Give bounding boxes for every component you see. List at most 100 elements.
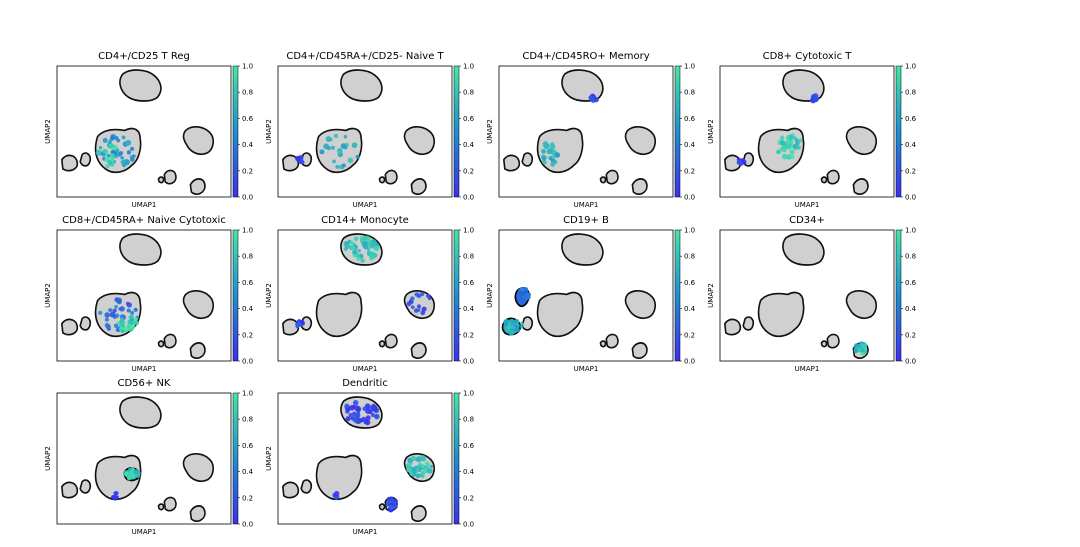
expression-point xyxy=(519,321,524,326)
expression-point xyxy=(364,403,371,410)
colorbar-tick-label: 0.8 xyxy=(684,253,695,261)
cluster-dc xyxy=(845,290,877,320)
colorbar-tick-label: 1.0 xyxy=(684,63,695,71)
expression-point xyxy=(373,245,380,252)
panel-title: CD8+ Cytotoxic T xyxy=(763,51,853,62)
expression-point xyxy=(780,140,786,146)
expression-point xyxy=(121,329,125,333)
expression-point xyxy=(360,258,365,263)
expression-point xyxy=(415,473,421,479)
panel-title: CD4+/CD25 T Reg xyxy=(98,51,190,62)
expression-point xyxy=(793,136,797,141)
umap-panel: Dendritic UMAP1 UMAP2 0.0 0.2 0.4 0.6 0.8 1.0 xyxy=(265,378,475,536)
panel-title: CD4+/CD45RA+/CD25- Naive T xyxy=(286,51,444,62)
umap-panel: CD19+ B UMAP1 UMAP2 0.0 0.2 0.4 0.6 0.8 1.0 xyxy=(486,215,696,373)
colorbar-tick-label: 0.2 xyxy=(684,167,695,175)
expression-point xyxy=(795,140,800,146)
expression-point xyxy=(334,496,338,500)
expression-point xyxy=(102,137,108,144)
expression-point xyxy=(552,159,558,165)
expression-point xyxy=(798,138,803,143)
cluster-small xyxy=(820,340,828,348)
panel-title: CD4+/CD45RO+ Memory xyxy=(522,51,649,62)
highlight-dc xyxy=(405,455,433,479)
panel-title: CD56+ NK xyxy=(117,378,170,389)
expression-point xyxy=(102,149,107,154)
umap-panel: CD4+/CD45RA+/CD25- Naive T UMAP1 UMAP2 0.0 0… xyxy=(265,51,475,209)
cluster-dc xyxy=(182,453,214,483)
expression-point xyxy=(343,145,348,150)
expression-point xyxy=(95,149,102,156)
cluster-pdc xyxy=(826,169,840,185)
cluster-bigT xyxy=(536,291,584,338)
expression-point xyxy=(410,455,417,461)
expression-point xyxy=(350,416,355,421)
colorbar-tick-label: 0.0 xyxy=(463,521,474,529)
expression-point xyxy=(105,163,110,169)
colorbar xyxy=(895,65,902,198)
colorbar-tick-label: 0.6 xyxy=(242,279,254,287)
highlight-bcell_upper xyxy=(514,286,532,307)
expression-point xyxy=(362,243,369,249)
umap-panel: CD8+/CD45RA+ Naive Cytotoxic UMAP1 UMAP2 0.… xyxy=(44,215,254,373)
highlight-tcell_left xyxy=(95,143,118,169)
colorbar xyxy=(232,229,239,362)
colorbar-tick-label: 0.0 xyxy=(905,194,916,202)
expression-point xyxy=(520,325,524,329)
expression-point xyxy=(109,143,115,149)
cluster-bigT xyxy=(94,454,142,501)
colorbar-tick-label: 0.6 xyxy=(905,115,917,123)
embedding xyxy=(61,233,214,359)
cluster-pdc xyxy=(163,333,177,349)
expression-point xyxy=(131,320,137,325)
expression-point xyxy=(296,321,302,327)
expression-point xyxy=(112,308,117,313)
colorbar-tick-label: 0.8 xyxy=(242,416,253,424)
colorbar xyxy=(453,65,460,198)
expression-point xyxy=(333,133,339,139)
colorbar-tick-label: 0.6 xyxy=(684,115,696,123)
expression-point xyxy=(126,150,132,155)
colorbar-tick-label: 0.8 xyxy=(905,253,916,261)
cluster-mono xyxy=(340,69,383,102)
embedding xyxy=(282,233,435,359)
cell-clusters xyxy=(503,69,656,195)
expression-point xyxy=(522,294,527,300)
expression-point xyxy=(336,148,343,154)
colorbar xyxy=(895,229,902,362)
embedding xyxy=(724,233,877,359)
embedding xyxy=(282,69,435,195)
cluster-pdc xyxy=(605,333,619,349)
expression-point xyxy=(421,306,427,312)
umap-panel: CD34+ UMAP1 UMAP2 0.0 0.2 0.4 0.6 0.8 1.0 xyxy=(707,215,917,373)
x-axis-label: UMAP1 xyxy=(574,365,599,373)
expression-point xyxy=(355,253,360,258)
colorbar-tick-label: 0.4 xyxy=(905,305,917,313)
highlight-nk xyxy=(123,467,141,482)
expression-point xyxy=(104,317,109,322)
colorbar-tick-label: 0.8 xyxy=(463,416,474,424)
expression-point xyxy=(352,400,359,406)
colorbar-tick-label: 0.0 xyxy=(242,358,253,366)
expression-point xyxy=(357,248,361,253)
umap-panel: CD4+/CD45RO+ Memory UMAP1 UMAP2 0.0 0.2 0.4 0.… xyxy=(486,51,696,209)
highlight-mono_tip xyxy=(810,93,820,104)
x-axis-label: UMAP1 xyxy=(795,201,820,209)
colorbar-tick-label: 0.4 xyxy=(905,141,917,149)
cluster-mono xyxy=(561,233,604,266)
cluster-pdc xyxy=(163,496,177,512)
expression-point xyxy=(129,315,134,320)
expression-point xyxy=(413,308,419,313)
expression-point xyxy=(113,491,118,496)
expression-point xyxy=(424,461,430,467)
colorbar-tick-label: 0.0 xyxy=(905,358,916,366)
expression-point xyxy=(108,308,113,313)
expression-point xyxy=(426,293,431,299)
expression-point xyxy=(513,323,517,327)
expression-point xyxy=(118,151,124,156)
cluster-dc xyxy=(182,126,214,156)
expression-point xyxy=(335,164,340,169)
cluster-small xyxy=(820,176,828,184)
expression-point xyxy=(110,135,115,140)
expression-point xyxy=(813,98,818,103)
